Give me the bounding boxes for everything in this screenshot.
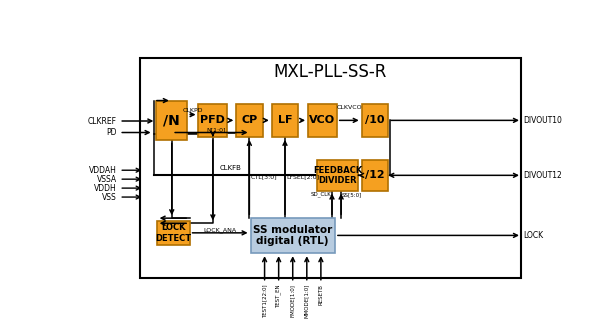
Text: SS[5:0]: SS[5:0] [342, 192, 362, 197]
Text: N[1:0]: N[1:0] [206, 127, 226, 132]
Text: VCO: VCO [309, 115, 336, 125]
Text: VDDH: VDDH [94, 184, 117, 193]
Text: PFD: PFD [200, 115, 225, 125]
Bar [140, 58, 521, 278]
Bar [362, 104, 388, 137]
Text: VSS: VSS [102, 193, 117, 202]
Text: TEST_EN: TEST_EN [276, 284, 282, 308]
Text: TEST1[22:0]: TEST1[22:0] [262, 284, 267, 318]
Text: CLKVCO: CLKVCO [336, 105, 362, 110]
Text: LOCK_ANA: LOCK_ANA [203, 227, 237, 233]
Text: /12: /12 [365, 170, 385, 180]
Bar [272, 104, 298, 137]
Text: DIVOUT12: DIVOUT12 [524, 171, 562, 180]
Bar [362, 160, 388, 191]
Text: VDDAH: VDDAH [89, 166, 117, 175]
Text: CLKPD: CLKPD [183, 108, 203, 113]
Bar [157, 221, 190, 245]
Text: DIVOUT10: DIVOUT10 [524, 116, 562, 125]
Text: /10: /10 [365, 115, 385, 125]
Text: RESETB: RESETB [319, 284, 323, 305]
Text: SD_CLK: SD_CLK [310, 192, 331, 197]
Text: SS modulator
digital (RTL): SS modulator digital (RTL) [253, 225, 332, 246]
Text: LFSEL[2:0]: LFSEL[2:0] [286, 175, 319, 180]
Text: VSSA: VSSA [97, 175, 117, 184]
Text: FEEDBACK
DIVIDER: FEEDBACK DIVIDER [313, 166, 362, 185]
Text: CLKFB: CLKFB [220, 165, 241, 171]
Text: LOCK: LOCK [524, 231, 544, 240]
Text: CLKREF: CLKREF [88, 117, 117, 125]
Bar [308, 104, 337, 137]
Text: CTL[3:0]: CTL[3:0] [250, 175, 277, 180]
Text: CP: CP [241, 115, 257, 125]
Text: FMODE[1:0]: FMODE[1:0] [290, 284, 295, 317]
Bar [317, 160, 358, 191]
Text: PD: PD [107, 128, 117, 137]
Text: /N: /N [163, 113, 180, 127]
Bar [198, 104, 227, 137]
Text: MMODE[1:0]: MMODE[1:0] [305, 284, 309, 318]
Text: LOCK
DETECT: LOCK DETECT [155, 223, 191, 243]
Bar [156, 101, 187, 140]
Bar [236, 104, 263, 137]
Text: MXL-PLL-SS-R: MXL-PLL-SS-R [274, 63, 387, 81]
Bar [250, 217, 335, 253]
Text: LF: LF [278, 115, 292, 125]
